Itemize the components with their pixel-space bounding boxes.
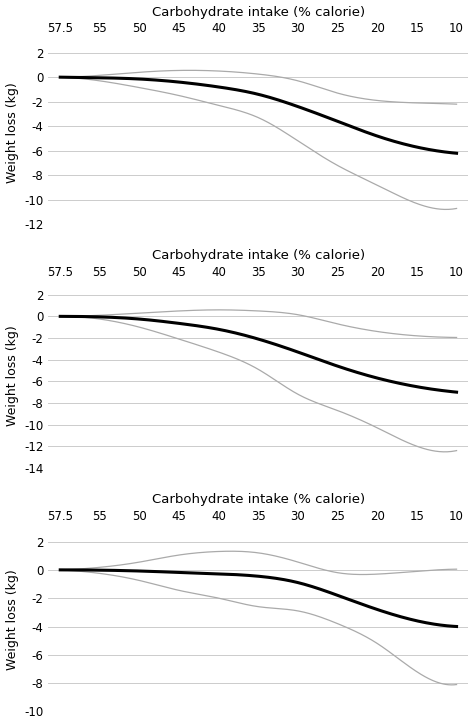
Y-axis label: Weight loss (kg): Weight loss (kg) [6, 82, 18, 183]
Title: Carbohydrate intake (% calorie): Carbohydrate intake (% calorie) [152, 492, 365, 505]
Title: Carbohydrate intake (% calorie): Carbohydrate intake (% calorie) [152, 249, 365, 262]
Y-axis label: Weight loss (kg): Weight loss (kg) [6, 326, 18, 426]
Y-axis label: Weight loss (kg): Weight loss (kg) [6, 569, 18, 670]
Title: Carbohydrate intake (% calorie): Carbohydrate intake (% calorie) [152, 6, 365, 19]
